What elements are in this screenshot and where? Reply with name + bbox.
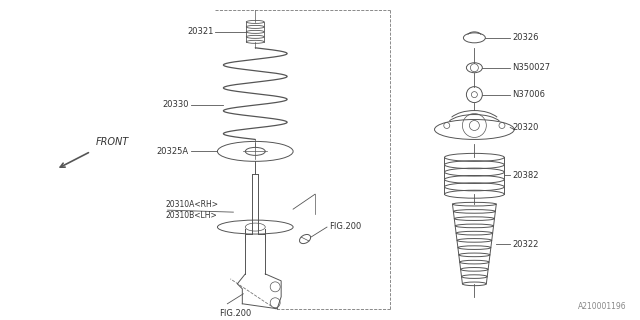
Text: 20320: 20320 [512, 123, 539, 132]
Text: 20326: 20326 [512, 33, 539, 42]
Text: N350027: N350027 [512, 63, 550, 72]
Text: A210001196: A210001196 [578, 302, 627, 311]
Text: 20325A: 20325A [156, 147, 189, 156]
Text: 20382: 20382 [512, 171, 539, 180]
Text: 20321: 20321 [187, 28, 213, 36]
Text: 20310A<RH>: 20310A<RH> [166, 200, 219, 209]
Text: 20322: 20322 [512, 239, 539, 249]
Text: FIG.200: FIG.200 [220, 309, 252, 318]
Text: 20310B<LH>: 20310B<LH> [166, 211, 218, 220]
Text: N37006: N37006 [512, 90, 545, 99]
Text: FRONT: FRONT [96, 137, 129, 148]
Text: 20330: 20330 [162, 100, 189, 109]
Text: FIG.200: FIG.200 [329, 221, 361, 231]
